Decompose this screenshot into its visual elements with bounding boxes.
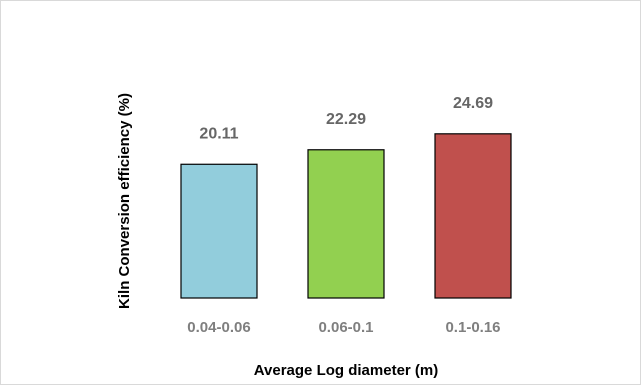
bar-0.04-0.06 <box>180 163 258 299</box>
x-tick-labels: 0.04-0.06 0.06-0.1 0.1-0.16 <box>187 319 500 336</box>
x-tick-label: 0.1-0.16 <box>445 319 500 336</box>
bars-group <box>180 133 512 299</box>
data-label: 20.11 <box>199 125 238 142</box>
data-label: 22.29 <box>326 111 366 128</box>
x-tick-label: 0.06-0.1 <box>318 319 373 336</box>
x-axis-label: Average Log diameter (m) <box>254 362 439 379</box>
data-label: 24.69 <box>453 95 493 112</box>
bar-0.06-0.1 <box>307 149 385 299</box>
y-axis-label: Kiln Conversion efficiency (%) <box>116 93 133 309</box>
data-labels: 20.11 22.29 24.69 <box>199 95 493 142</box>
bar-0.1-0.16 <box>434 133 512 299</box>
x-tick-label: 0.04-0.06 <box>187 319 250 336</box>
